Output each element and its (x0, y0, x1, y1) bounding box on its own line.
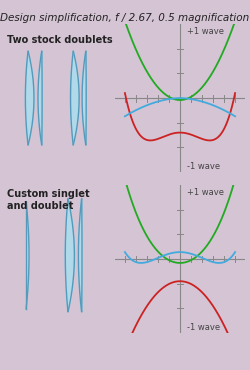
Polygon shape (26, 202, 29, 309)
Text: Design simplification, f / 2.67, 0.5 magnification: Design simplification, f / 2.67, 0.5 mag… (0, 13, 250, 23)
Text: Custom singlet
and doublet: Custom singlet and doublet (7, 189, 90, 211)
Polygon shape (25, 51, 34, 145)
Polygon shape (78, 199, 82, 312)
Text: +1 wave: +1 wave (186, 188, 224, 197)
Polygon shape (70, 51, 79, 145)
Text: -1 wave: -1 wave (186, 323, 220, 332)
Polygon shape (65, 199, 74, 312)
Text: +1 wave: +1 wave (186, 27, 224, 36)
Polygon shape (82, 51, 86, 145)
Polygon shape (38, 51, 42, 145)
Text: -1 wave: -1 wave (186, 162, 220, 171)
Text: Two stock doublets: Two stock doublets (7, 36, 113, 46)
